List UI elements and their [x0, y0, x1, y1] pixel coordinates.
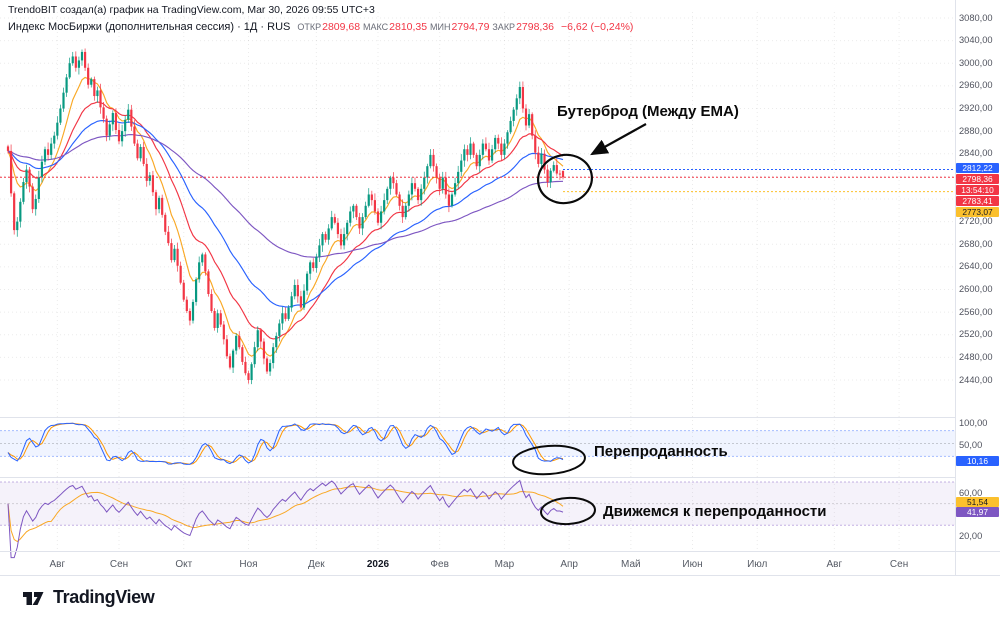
stoch-axis-label: 50,00	[959, 439, 983, 450]
tradingview-logo-icon	[23, 592, 44, 605]
price-badge: 2773,07	[956, 207, 999, 217]
attribution-text: TrendoBIT создал(а) график на TradingVie…	[8, 4, 375, 16]
annotation-sandwich-label: Бутерброд (Между ЕМА)	[557, 103, 739, 120]
price-axis-label: 3080,00	[959, 12, 993, 23]
time-axis-label: Дек	[307, 559, 325, 570]
price-axis-label: 2880,00	[959, 125, 993, 136]
rsi-axis-label: 60,00	[959, 487, 983, 498]
legend-ohlc-value: 2798,36	[516, 21, 555, 33]
annotation-moving-oversold-label: Движемся к перепроданности	[603, 503, 827, 520]
price-badge: 2798,36	[956, 174, 999, 184]
price-badge: 13:54:10	[956, 185, 999, 195]
price-axis-label: 2640,00	[959, 261, 993, 272]
time-axis-label: Июн	[682, 559, 703, 570]
time-axis-label: Авг	[826, 559, 843, 570]
price-axis-label: 2560,00	[959, 306, 993, 317]
time-axis-label: Апр	[560, 559, 578, 570]
rsi-axis-label: 20,00	[959, 531, 983, 541]
time-axis-label: Май	[621, 559, 641, 570]
time-axis-label: Окт	[175, 559, 193, 570]
price-axis-label: 2600,00	[959, 284, 993, 294]
price-axis-label: 2840,00	[959, 148, 993, 159]
rsi-value-badge: 51,54	[956, 496, 999, 507]
price-badge: 2783,41	[956, 196, 999, 206]
time-axis-label: 2026	[366, 559, 390, 570]
time-axis-label: Ноя	[239, 559, 258, 570]
tradingview-logo[interactable]: TradingView	[20, 584, 155, 610]
legend-ohlc-label: МАКС	[363, 22, 389, 32]
stoch-axis-label: 100,00	[959, 418, 988, 428]
legend-change: −6,62 (−0,24%)	[561, 21, 634, 33]
legend-ohlc-values: ОТКР2809,68 МАКС2810,35 МИН2794,79 ЗАКР2…	[297, 21, 554, 33]
legend-ohlc-value: 2810,35	[389, 21, 431, 33]
rsi-value-badge: 41,97	[956, 507, 999, 518]
time-axis-label: Июл	[747, 559, 768, 570]
stoch-value-badge: 10,16	[956, 455, 999, 466]
time-axis-label: Мар	[494, 559, 515, 570]
price-axis-label: 2680,00	[959, 238, 993, 249]
price-axis-label: 2440,00	[959, 374, 993, 385]
price-axis-label: 3040,00	[959, 35, 993, 46]
time-axis-label: Фев	[430, 559, 449, 570]
legend-ohlc-value: 2794,79	[451, 21, 493, 33]
legend-ohlc-label: ОТКР	[297, 22, 322, 32]
price-axis-label: 2480,00	[959, 351, 993, 362]
price-axis-label: 2520,00	[959, 329, 993, 340]
tradingview-logo-text: TradingView	[53, 586, 155, 607]
legend-ohlc-label: МИН	[430, 22, 451, 32]
price-axis-label: 2960,00	[959, 80, 993, 91]
time-axis-label: Сен	[889, 559, 909, 570]
price-axis-label: 2720,00	[959, 216, 993, 227]
chart-legend: Индекс МосБиржи (дополнительная сессия) …	[8, 21, 633, 33]
symbol-title: Индекс МосБиржи (дополнительная сессия) …	[8, 21, 291, 33]
price-badge: 2812,22	[956, 163, 999, 173]
price-axis-label: 2920,00	[959, 103, 993, 113]
legend-ohlc-label: ЗАКР	[492, 22, 516, 32]
time-axis-label: Сен	[109, 559, 129, 570]
time-axis-label: Авг	[49, 559, 66, 570]
price-axis-label: 3000,00	[959, 57, 993, 68]
legend-ohlc-value: 2809,68	[322, 21, 363, 33]
annotation-oversold-label: Перепроданность	[594, 443, 728, 460]
